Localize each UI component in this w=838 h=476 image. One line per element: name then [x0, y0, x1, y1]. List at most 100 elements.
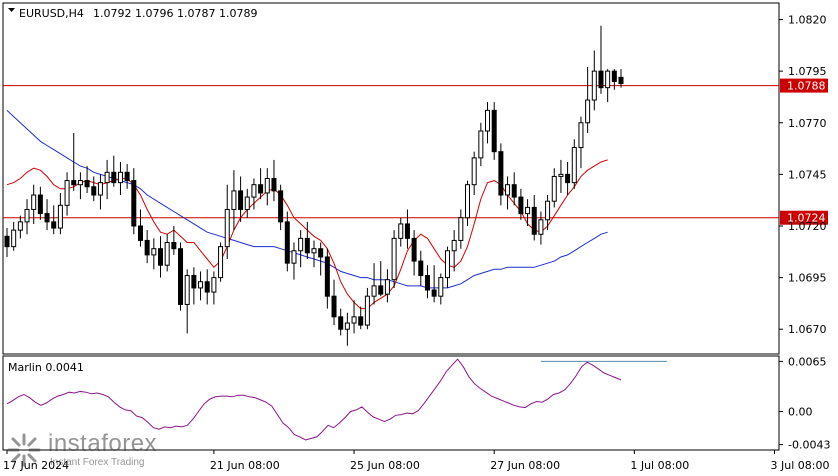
bearish-candle — [171, 242, 177, 250]
bearish-candle — [378, 285, 384, 295]
price-axis: 1.0820 1.0795 1.0770 1.0745 1.0720 1.0695 1.06… — [779, 14, 827, 336]
bullish-candle — [444, 250, 450, 279]
bullish-candle — [77, 180, 83, 186]
bearish-candle — [618, 76, 624, 85]
bearish-candle — [611, 70, 617, 82]
bullish-candle — [198, 281, 204, 289]
bullish-candle — [471, 157, 477, 186]
bearish-candle — [137, 225, 143, 241]
bearish-candle — [411, 237, 417, 262]
bullish-candle — [224, 208, 230, 248]
price-tick-label: 1.0820 — [788, 14, 827, 27]
bearish-candle — [418, 260, 424, 277]
time-axis: 17 Jun 2024 21 Jun 08:00 25 Jun 08:00 27 Ju… — [3, 450, 829, 472]
time-tick-label: 25 Jun 08:00 — [350, 459, 420, 472]
bullish-candle — [264, 178, 270, 194]
bullish-candle — [31, 194, 37, 210]
candles — [4, 25, 624, 346]
bullish-candle — [218, 246, 224, 279]
time-tick-label: 27 Jun 08:00 — [490, 459, 560, 472]
bullish-candle — [571, 147, 577, 184]
bullish-candle — [384, 279, 390, 295]
bearish-candle — [271, 178, 277, 192]
bearish-candle — [565, 173, 571, 184]
oscillator-series-line — [6, 358, 622, 441]
bearish-candle — [278, 190, 284, 223]
oscillator-tick-label: -0.0043 — [788, 439, 830, 452]
oscillator-line — [6, 358, 622, 441]
oscillator-axis: 0.0065 0.00 -0.0043 — [779, 355, 830, 452]
bearish-candle — [284, 221, 290, 264]
bearish-candle — [358, 316, 364, 326]
bullish-candle — [371, 285, 377, 297]
bearish-candle — [37, 194, 43, 215]
bullish-candle — [151, 248, 157, 256]
bullish-candle — [551, 175, 557, 202]
price-tick-label: 1.0695 — [788, 272, 827, 285]
bearish-candle — [91, 186, 97, 196]
bullish-candle — [17, 221, 23, 231]
bullish-candle — [458, 217, 464, 241]
price-panel — [2, 2, 780, 355]
bullish-candle — [505, 184, 511, 196]
bearish-candle — [84, 180, 90, 188]
bullish-candle — [585, 99, 591, 124]
bullish-candle — [11, 229, 17, 248]
bearish-candle — [491, 109, 497, 153]
bearish-candle — [338, 316, 344, 330]
bullish-candle — [398, 223, 404, 239]
bearish-candle — [124, 171, 130, 182]
bearish-candle — [424, 275, 430, 291]
time-tick-label: 1 Jul 08:00 — [630, 459, 689, 472]
bullish-candle — [231, 190, 237, 210]
time-tick-label: 3 Jul 08:00 — [771, 459, 830, 472]
bullish-candle — [97, 182, 103, 196]
time-tick-label: 17 Jun 2024 — [3, 459, 69, 472]
price-level-label: 1.0788 — [787, 80, 826, 93]
bearish-candle — [4, 235, 10, 248]
bullish-candle — [538, 219, 544, 235]
bearish-candle — [111, 171, 117, 184]
bearish-candle — [518, 196, 524, 215]
oscillator-panel — [2, 355, 780, 451]
bullish-candle — [605, 70, 611, 89]
bullish-candle — [558, 173, 564, 177]
bullish-candle — [64, 180, 70, 206]
time-tick-label: 21 Jun 08:00 — [210, 459, 280, 472]
ohlc-values: 1.0792 1.0796 1.0787 1.0789 — [93, 7, 257, 20]
bullish-candle — [251, 184, 257, 198]
price-level-tag — [780, 78, 828, 93]
bullish-candle — [525, 206, 531, 215]
price-tick-label: 1.0795 — [788, 65, 827, 78]
bullish-candle — [364, 295, 370, 326]
bullish-candle — [545, 200, 551, 221]
bullish-candle — [211, 277, 217, 293]
bearish-candle — [144, 239, 150, 256]
collapse-triangle-icon[interactable] — [8, 8, 15, 12]
bullish-candle — [478, 130, 484, 159]
bearish-candle — [404, 223, 410, 239]
oscillator-tick-label: 0.0065 — [788, 355, 827, 368]
bearish-candle — [498, 151, 504, 196]
price-tick-label: 1.0770 — [788, 117, 827, 130]
price-level-label: 1.0724 — [787, 212, 826, 225]
bullish-candle — [391, 237, 397, 281]
bullish-candle — [451, 239, 457, 252]
symbol-label: EURUSD,H4 — [19, 7, 84, 20]
bullish-candle — [184, 275, 190, 305]
bullish-candle — [24, 208, 30, 223]
bullish-candle — [298, 237, 304, 252]
bearish-candle — [431, 289, 437, 297]
oscillator-title: Marlin 0.0041 — [8, 361, 84, 374]
bullish-candle — [117, 171, 123, 184]
bullish-candle — [351, 316, 357, 324]
bullish-candle — [344, 322, 350, 330]
bearish-candle — [157, 248, 164, 266]
bearish-candle — [318, 248, 324, 258]
bearish-candle — [191, 275, 197, 289]
oscillator-tick-label: 0.00 — [788, 405, 813, 418]
bearish-candle — [178, 248, 184, 305]
bullish-candle — [485, 109, 491, 132]
bearish-candle — [131, 180, 137, 227]
